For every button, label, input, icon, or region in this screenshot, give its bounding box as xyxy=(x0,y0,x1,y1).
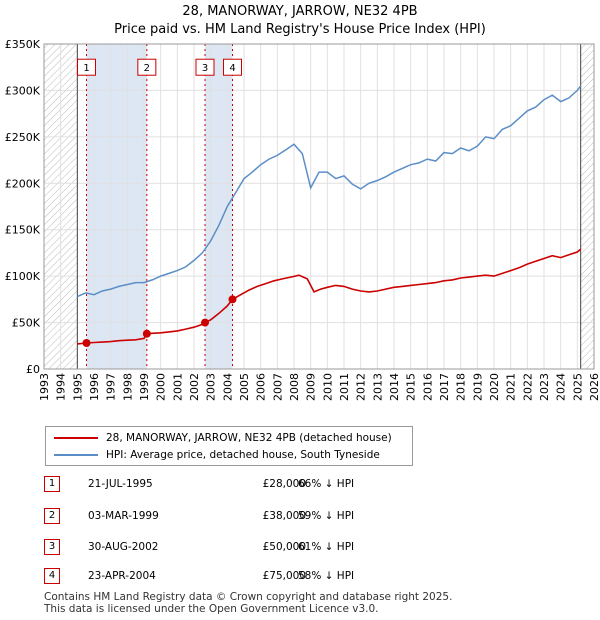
y-tick-label: £100K xyxy=(5,270,41,283)
x-tick-label: 2006 xyxy=(255,373,268,401)
y-tick-label: £50K xyxy=(12,317,41,330)
x-tick-label: 2000 xyxy=(155,373,168,401)
price-chart: £0 £50K £100K £150K £200K £250K £300K £350K 1993… xyxy=(5,38,600,401)
legend-item-hpi: HPI: Average price, detached house, Sout… xyxy=(54,447,380,463)
x-tick-label: 1993 xyxy=(38,373,51,401)
x-tick-label: 2018 xyxy=(455,373,468,401)
x-tick-label: 2001 xyxy=(171,373,184,401)
x-tick-label: 2002 xyxy=(188,373,201,401)
x-tick-label: 1999 xyxy=(138,373,151,401)
footer-licence: This data is licensed under the Open Gov… xyxy=(44,603,379,615)
x-tick-label: 1998 xyxy=(121,373,134,401)
transaction-hpi-diff: 66% ↓ HPI xyxy=(298,478,355,490)
legend-item-price: 28, MANORWAY, JARROW, NE32 4PB (detached… xyxy=(54,430,392,446)
sale-marker-box xyxy=(195,58,215,76)
transaction-price: £50,000 xyxy=(262,541,306,553)
transaction-date: 23-APR-2004 xyxy=(88,570,156,582)
x-tick-label: 2005 xyxy=(238,373,251,401)
chart-title-address: 28, MANORWAY, JARROW, NE32 4PB xyxy=(182,4,418,19)
x-tick-label: 2025 xyxy=(571,373,584,401)
x-tick-label: 2013 xyxy=(371,373,384,401)
sale-period-shade xyxy=(86,44,147,369)
x-tick-label: 1994 xyxy=(55,373,68,401)
no-data-hatch xyxy=(580,44,594,369)
x-tick-label: 1997 xyxy=(105,373,118,401)
transaction-number-badge: 1 xyxy=(44,476,60,492)
transaction-hpi-diff: 59% ↓ HPI xyxy=(298,510,355,522)
sale-point xyxy=(228,295,237,304)
x-tick-label: 2012 xyxy=(355,373,368,401)
x-tick-label: 2009 xyxy=(305,373,318,401)
transaction-price: £75,000 xyxy=(262,570,306,582)
legend-swatch-price xyxy=(54,437,98,439)
transaction-hpi-diff: 61% ↓ HPI xyxy=(298,541,355,553)
legend-label-price: 28, MANORWAY, JARROW, NE32 4PB (detached… xyxy=(106,432,392,444)
transaction-number-badge: 2 xyxy=(44,508,60,524)
transaction-hpi-diff: 58% ↓ HPI xyxy=(298,570,355,582)
x-tick-label: 2021 xyxy=(505,373,518,401)
transaction-date: 21-JUL-1995 xyxy=(88,478,153,490)
y-tick-label: £350K xyxy=(5,38,41,51)
x-tick-label: 2014 xyxy=(388,373,401,401)
x-tick-label: 2003 xyxy=(205,373,218,401)
x-tick-label: 1996 xyxy=(88,373,101,401)
sale-marker-label: 2 xyxy=(144,63,150,74)
x-tick-label: 2023 xyxy=(538,373,551,401)
x-tick-label: 2007 xyxy=(271,373,284,401)
x-tick-label: 2017 xyxy=(438,373,451,401)
x-tick-label: 2016 xyxy=(421,373,434,401)
x-tick-label: 2026 xyxy=(588,373,600,401)
hpi-series-line xyxy=(76,85,582,298)
footer-copyright: Contains HM Land Registry data © Crown c… xyxy=(44,591,453,603)
sale-marker-label: 3 xyxy=(202,63,208,74)
x-tick-label: 2020 xyxy=(488,373,501,401)
sale-point xyxy=(82,339,91,347)
x-tick-label: 2011 xyxy=(338,373,351,401)
y-tick-label: £150K xyxy=(5,224,41,237)
sale-marker-label: 4 xyxy=(229,63,235,74)
x-tick-label: 2004 xyxy=(221,373,234,401)
sale-marker-label: 1 xyxy=(83,63,89,74)
transaction-date: 30-AUG-2002 xyxy=(88,541,159,553)
transaction-number-badge: 3 xyxy=(44,539,60,555)
sale-marker-box xyxy=(137,58,157,76)
sale-point xyxy=(201,318,209,327)
chart-subtitle: Price paid vs. HM Land Registry's House … xyxy=(114,22,486,37)
y-tick-label: £0 xyxy=(26,363,40,376)
price-series-line xyxy=(77,248,582,345)
transaction-price: £28,000 xyxy=(262,478,306,490)
y-tick-label: £300K xyxy=(5,84,41,97)
x-tick-label: 2015 xyxy=(405,373,418,401)
y-tick-label: £200K xyxy=(5,177,41,190)
sale-marker-box xyxy=(223,58,242,76)
legend-swatch-hpi xyxy=(54,454,98,456)
sale-point xyxy=(142,329,151,338)
x-tick-label: 2008 xyxy=(288,373,301,401)
transaction-price: £38,000 xyxy=(262,510,306,522)
x-tick-label: 2024 xyxy=(555,373,568,401)
x-tick-label: 2022 xyxy=(521,373,534,401)
legend-label-hpi: HPI: Average price, detached house, Sout… xyxy=(106,449,380,461)
transaction-date: 03-MAR-1999 xyxy=(88,510,159,522)
sale-marker-box xyxy=(77,58,96,76)
x-tick-label: 2010 xyxy=(321,373,334,401)
y-tick-label: £250K xyxy=(5,131,41,144)
plot-border xyxy=(43,43,595,370)
x-tick-label: 2019 xyxy=(471,373,484,401)
x-tick-label: 1995 xyxy=(71,373,84,401)
chart-legend: 28, MANORWAY, JARROW, NE32 4PB (detached… xyxy=(45,426,413,466)
transaction-number-badge: 4 xyxy=(44,568,60,584)
